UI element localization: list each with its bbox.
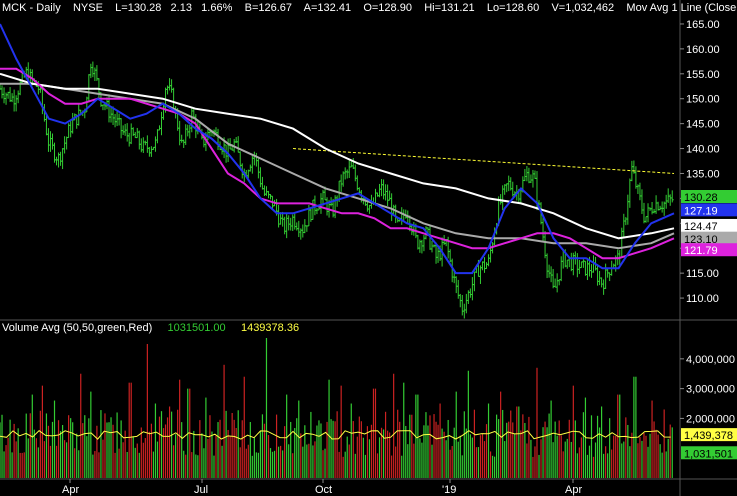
price-tick-label: 150.00 — [686, 94, 720, 106]
time-tick-label: Apr — [62, 484, 79, 496]
volume-tick-label: 2,000,000 — [686, 413, 735, 425]
price-panel — [0, 23, 675, 319]
volume-current: 1031501.00 — [167, 322, 226, 334]
price-tick-label: 115.00 — [686, 268, 719, 280]
time-tick-label: Jul — [194, 484, 208, 496]
volume-value-box — [681, 446, 737, 460]
price-value-box — [681, 231, 737, 245]
price-value-box — [681, 243, 737, 257]
exchange: NYSE — [72, 2, 103, 14]
volume-header: Volume Avg (50,50,green,Red) 1031501.00 … — [2, 322, 299, 334]
bid: B=126.67 — [244, 2, 293, 14]
volume-value-label: 1,439,378 — [684, 430, 733, 442]
ma-mid-line — [0, 67, 675, 260]
symbol: MCK — [2, 2, 27, 14]
ma-slow-white-line — [0, 72, 675, 240]
price-value-label: 121.79 — [684, 245, 718, 257]
low: Lo=128.60 — [486, 2, 540, 14]
price-tick-label: 165.00 — [686, 19, 720, 31]
chart-header: MCK - Daily NYSE L=130.28 2.13 1.66% B=1… — [2, 2, 737, 14]
volume-average-line — [0, 430, 671, 440]
volume: V=1,032,462 — [551, 2, 615, 14]
resistance-trendline — [293, 148, 675, 174]
price-tick-label: 155.00 — [686, 69, 720, 81]
price-value-label: 130.28 — [684, 192, 718, 204]
price-value-box — [681, 189, 737, 203]
ask: A=132.41 — [303, 2, 352, 14]
price-value-label: 127.19 — [684, 205, 718, 217]
price-tick-label: 140.00 — [686, 144, 720, 156]
price-tick-label: 160.00 — [686, 44, 720, 56]
volume-bars — [0, 337, 673, 478]
interval: Daily — [36, 2, 61, 14]
study-label: Mov Avg 1 Line (Close,2 — [626, 2, 737, 14]
open: O=128.90 — [363, 2, 412, 14]
volume-tick-label: 4,000,000 — [686, 354, 735, 366]
time-tick-label: Apr — [565, 484, 582, 496]
price-tick-label: 110.00 — [686, 293, 719, 305]
volume-panel — [0, 337, 673, 478]
price-value-box — [681, 218, 737, 232]
volume-value-label: 1,031,501 — [684, 448, 733, 460]
price-value-label: 124.47 — [684, 221, 718, 233]
change-pct: 1.66% — [201, 2, 233, 14]
high: Hi=131.21 — [424, 2, 475, 14]
volume-tick-label: 3,000,000 — [686, 384, 735, 396]
volume-study-label: Volume Avg (50,50,green,Red) — [2, 322, 153, 334]
ma-fast-line — [0, 23, 675, 275]
ma-slow-gray-line — [0, 82, 675, 250]
last-price: L=130.28 — [115, 2, 162, 14]
volume-value-box — [681, 428, 737, 442]
volume-average: 1439378.36 — [240, 322, 300, 334]
price-tick-label: 145.00 — [686, 119, 720, 131]
price-tick-label: 135.00 — [686, 168, 720, 180]
price-value-label: 123.10 — [684, 234, 718, 246]
change: 2.13 — [170, 2, 192, 14]
price-value-box — [681, 203, 737, 217]
time-tick-label: Oct — [315, 484, 332, 496]
time-tick-label: '19 — [442, 484, 456, 496]
